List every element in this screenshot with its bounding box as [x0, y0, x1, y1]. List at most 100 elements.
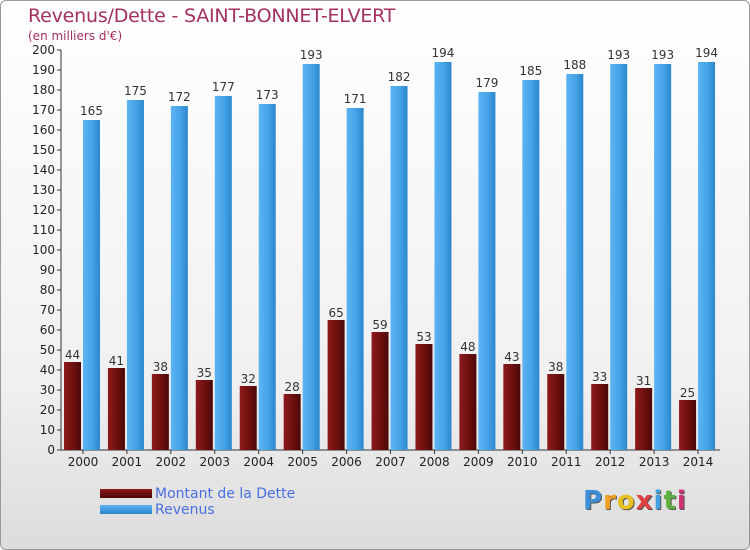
chart-title: Revenus/Dette - SAINT-BONNET-ELVERT: [28, 5, 396, 27]
axes: 0 10 20 30 40 50 60 70 80 90 100 110 120 130 140 150 160…: [32, 43, 720, 469]
legend-swatch-revenue: [100, 505, 152, 514]
bar-revenue: [566, 74, 584, 450]
legend-swatch-debt: [100, 489, 152, 498]
bar-debt: [107, 368, 125, 450]
x-tick-label: 2014: [683, 455, 714, 469]
y-tick-label: 0: [47, 443, 55, 457]
bar-revenue-label: 165: [80, 104, 103, 118]
bar-debt-label: 43: [504, 350, 519, 364]
bar-revenue: [170, 106, 188, 450]
bar-revenue: [698, 62, 716, 450]
logo-letter: r: [603, 486, 617, 516]
bar-revenue-label: 193: [607, 48, 630, 62]
x-tick-label: 2009: [463, 455, 494, 469]
x-tick-label: 2013: [639, 455, 670, 469]
bar-revenue: [258, 104, 276, 450]
bar-debt-label: 44: [65, 348, 80, 362]
x-tick-label: 2011: [551, 455, 582, 469]
y-tick-label: 40: [40, 363, 55, 377]
bar-debt: [327, 320, 345, 450]
y-tick-label: 150: [32, 143, 55, 157]
y-tick-label: 10: [40, 423, 55, 437]
proxiti-logo: Proxiti: [583, 486, 687, 516]
bar-debt: [151, 374, 169, 450]
y-tick-label: 190: [32, 63, 55, 77]
logo-letter: i: [676, 486, 687, 516]
logo-letter: t: [663, 486, 677, 516]
logo-letter: P: [583, 486, 604, 516]
bar-revenue: [346, 108, 364, 450]
bar-debt: [635, 388, 653, 450]
y-tick-label: 120: [32, 203, 55, 217]
x-tick-label: 2006: [331, 455, 362, 469]
bar-revenue-label: 185: [519, 64, 542, 78]
bar-debt: [547, 374, 565, 450]
bar-debt: [503, 364, 521, 450]
legend-label-revenue: Revenus: [155, 502, 215, 518]
x-tick-label: 2007: [375, 455, 406, 469]
bar-debt-label: 35: [197, 366, 212, 380]
x-tick-label: 2008: [419, 455, 450, 469]
y-tick-label: 170: [32, 103, 55, 117]
y-tick-label: 70: [40, 303, 55, 317]
logo-letter: x: [635, 486, 654, 516]
y-tick-label: 80: [40, 283, 55, 297]
bar-debt: [239, 386, 257, 450]
logo-letter: i: [653, 486, 664, 516]
x-tick-label: 2001: [112, 455, 143, 469]
chart-subtitle: (en milliers d'€): [28, 29, 123, 43]
bar-revenue-label: 171: [344, 92, 367, 106]
bar-debt: [64, 362, 81, 450]
y-tick-label: 130: [32, 183, 55, 197]
bar-revenue-label: 172: [168, 90, 191, 104]
x-tick-label: 2012: [595, 455, 626, 469]
y-tick-label: 20: [40, 403, 55, 417]
bar-revenue: [522, 80, 540, 450]
bar-revenue-label: 173: [256, 88, 279, 102]
bar-revenue: [610, 64, 628, 450]
x-tick-label: 2005: [287, 455, 318, 469]
bar-revenue: [478, 92, 496, 450]
x-tick-label: 2010: [507, 455, 538, 469]
bar-revenue-label: 177: [212, 80, 235, 94]
bar-revenue-label: 193: [651, 48, 674, 62]
bar-debt-label: 32: [241, 372, 256, 386]
y-tick-label: 160: [32, 123, 55, 137]
bar-revenue: [83, 120, 100, 450]
y-tick-label: 50: [40, 343, 55, 357]
y-tick-label: 30: [40, 383, 55, 397]
bar-debt-label: 31: [636, 374, 651, 388]
bar-debt-label: 38: [548, 360, 563, 374]
bar-debt-label: 41: [109, 354, 124, 368]
y-tick-label: 140: [32, 163, 55, 177]
y-tick-label: 110: [32, 223, 55, 237]
bars: 44 165 41 175 38 172 35 177 32 173 28 193 65 171 59 182…: [64, 46, 718, 450]
y-tick-label: 180: [32, 83, 55, 97]
bar-revenue-label: 175: [124, 84, 147, 98]
bar-debt: [415, 344, 433, 450]
bar-revenue-label: 194: [432, 46, 455, 60]
bar-debt-label: 53: [416, 330, 431, 344]
bar-debt: [591, 384, 609, 450]
bar-debt: [195, 380, 213, 450]
bar-revenue: [126, 100, 144, 450]
y-tick-label: 90: [40, 263, 55, 277]
bar-debt: [371, 332, 389, 450]
bar-debt-label: 33: [592, 370, 607, 384]
bar-debt-label: 38: [153, 360, 168, 374]
bar-revenue: [302, 64, 320, 450]
bar-revenue-label: 188: [563, 58, 586, 72]
bar-debt: [283, 394, 301, 450]
bar-revenue: [214, 96, 232, 450]
x-tick-label: 2004: [243, 455, 274, 469]
legend-label-debt: Montant de la Dette: [155, 486, 296, 502]
bar-revenue: [390, 86, 408, 450]
y-tick-label: 100: [32, 243, 55, 257]
bar-revenue-label: 182: [388, 70, 411, 84]
bar-debt-label: 65: [328, 306, 343, 320]
x-tick-label: 2000: [68, 455, 99, 469]
bar-revenue: [434, 62, 452, 450]
bar-revenue-label: 194: [695, 46, 718, 60]
bar-revenue-label: 193: [300, 48, 323, 62]
